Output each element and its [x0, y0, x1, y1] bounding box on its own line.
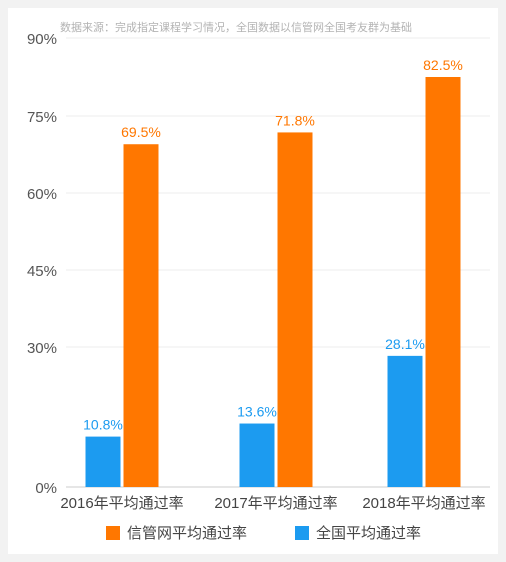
data-label: 28.1%	[385, 336, 425, 352]
bar	[277, 132, 313, 487]
chart-note: 数据来源：完成指定课程学习情况，全国数据以信管网全国考友群为基础	[60, 20, 412, 34]
y-tick-label: 90%	[27, 31, 57, 48]
x-tick-label: 2018年平均通过率	[362, 495, 485, 512]
bar-chart: 数据来源：完成指定课程学习情况，全国数据以信管网全国考友群为基础 0% 30% 45%…	[27, 20, 490, 542]
legend-swatch	[106, 526, 120, 540]
bar	[387, 355, 423, 487]
chart-card: 数据来源：完成指定课程学习情况，全国数据以信管网全国考友群为基础 0% 30% 45%…	[8, 8, 498, 554]
x-tick-label: 2017年平均通过率	[214, 495, 337, 512]
legend-swatch	[295, 526, 309, 540]
x-tick-label: 2016年平均通过率	[60, 495, 183, 512]
bar	[425, 77, 461, 487]
y-tick-label: 30%	[27, 340, 57, 357]
data-label: 13.6%	[237, 404, 277, 420]
y-tick-label: 60%	[27, 186, 57, 203]
data-label: 71.8%	[275, 112, 315, 128]
y-tick-label: 0%	[35, 480, 57, 497]
y-tick-label: 75%	[27, 109, 57, 126]
bar	[123, 144, 159, 487]
legend-label: 全国平均通过率	[316, 524, 421, 542]
data-label: 10.8%	[83, 417, 123, 433]
bar	[239, 423, 275, 487]
data-label: 69.5%	[121, 124, 161, 140]
legend-label: 信管网平均通过率	[127, 525, 247, 542]
y-tick-label: 45%	[27, 263, 57, 280]
data-label: 82.5%	[423, 57, 463, 73]
bar	[85, 436, 121, 487]
